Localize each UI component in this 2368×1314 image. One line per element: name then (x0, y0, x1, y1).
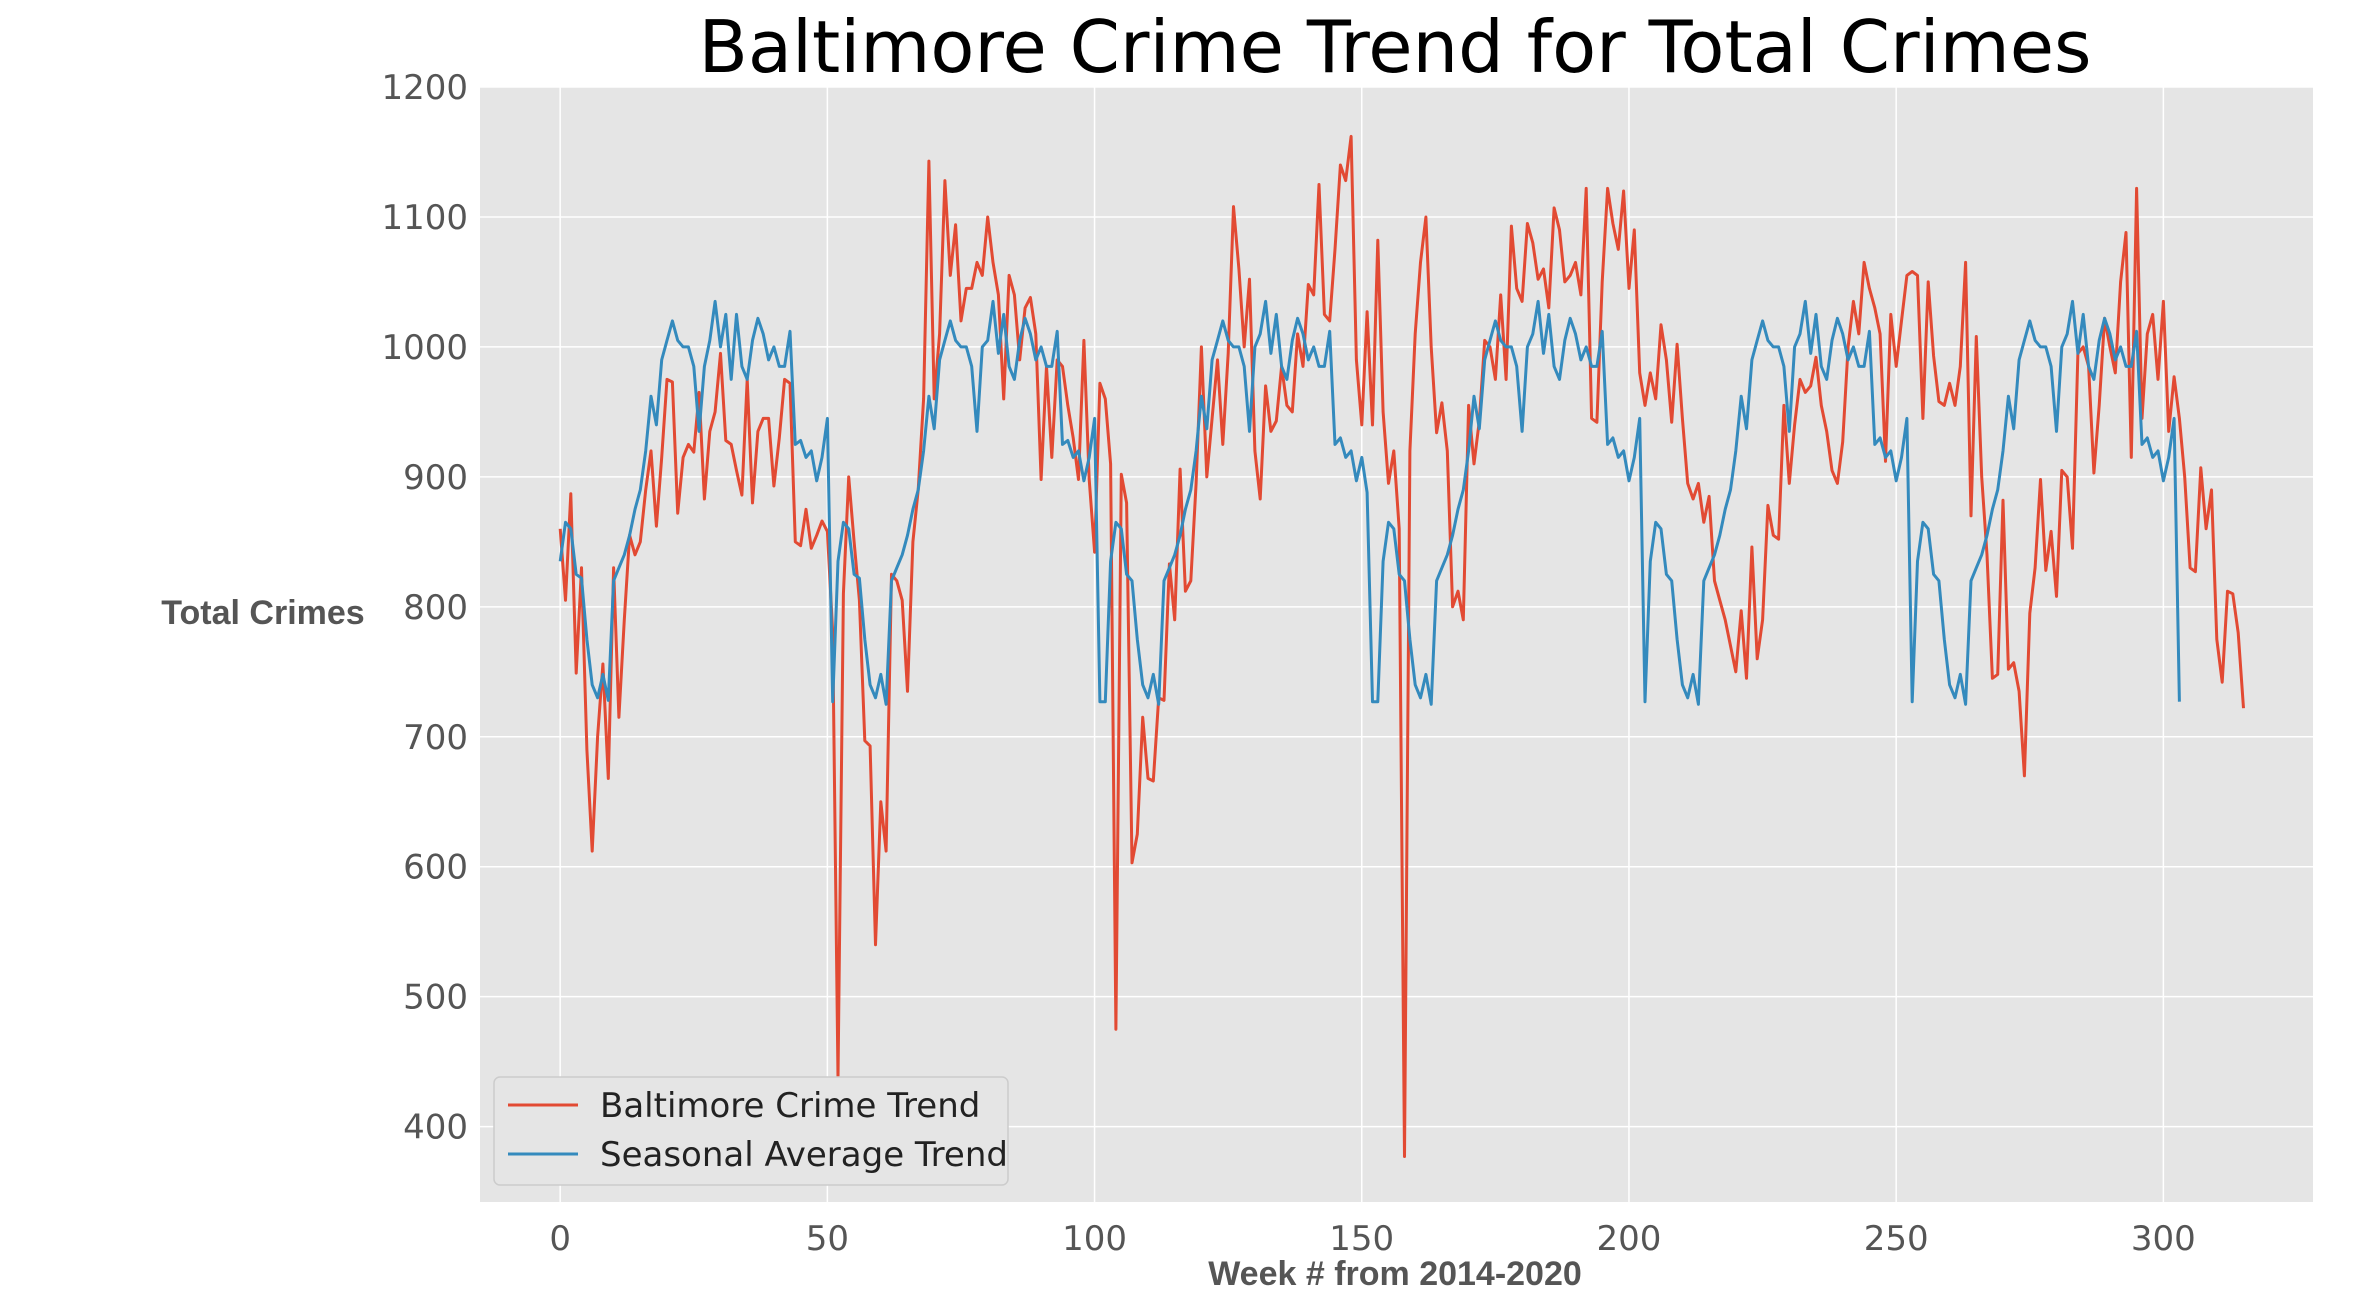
x-tick-label: 250 (1864, 1219, 1929, 1259)
x-axis-label: Week # from 2014-2020 (1208, 1255, 1582, 1293)
chart-title: Baltimore Crime Trend for Total Crimes (698, 5, 2091, 89)
series-line-1 (558, 299, 2181, 706)
x-tick-label: 300 (2131, 1219, 2196, 1259)
legend-label-crime-trend: Baltimore Crime Trend (600, 1086, 980, 1126)
x-tick-label: 100 (1062, 1219, 1127, 1259)
y-tick-label: 1000 (381, 328, 468, 368)
y-axis-ticks: 400 500 600 700 800 900 1000 1100 1200 (381, 68, 468, 1148)
y-tick-label: 1100 (381, 198, 468, 238)
y-tick-label: 900 (403, 458, 468, 498)
x-tick-label: 0 (549, 1219, 571, 1259)
legend-label-seasonal-trend: Seasonal Average Trend (600, 1135, 1008, 1175)
x-tick-label: 50 (806, 1219, 849, 1259)
legend: Baltimore Crime Trend Seasonal Average T… (493, 1076, 1009, 1186)
y-tick-label: 800 (403, 588, 468, 628)
series-line-0 (558, 134, 2245, 1158)
series-lines (558, 134, 2245, 1158)
x-tick-label: 150 (1329, 1219, 1394, 1259)
plot-area (480, 87, 2313, 1202)
y-tick-label: 1200 (381, 68, 468, 108)
y-tick-label: 600 (403, 848, 468, 888)
y-tick-label: 500 (403, 978, 468, 1018)
y-tick-label: 400 (403, 1108, 468, 1148)
x-tick-label: 200 (1597, 1219, 1662, 1259)
y-axis-label: Total Crimes (161, 594, 364, 632)
x-axis-ticks: 0 50 100 150 200 250 300 (549, 1219, 2195, 1259)
y-tick-label: 700 (403, 718, 468, 758)
legend-box (493, 1076, 1009, 1186)
